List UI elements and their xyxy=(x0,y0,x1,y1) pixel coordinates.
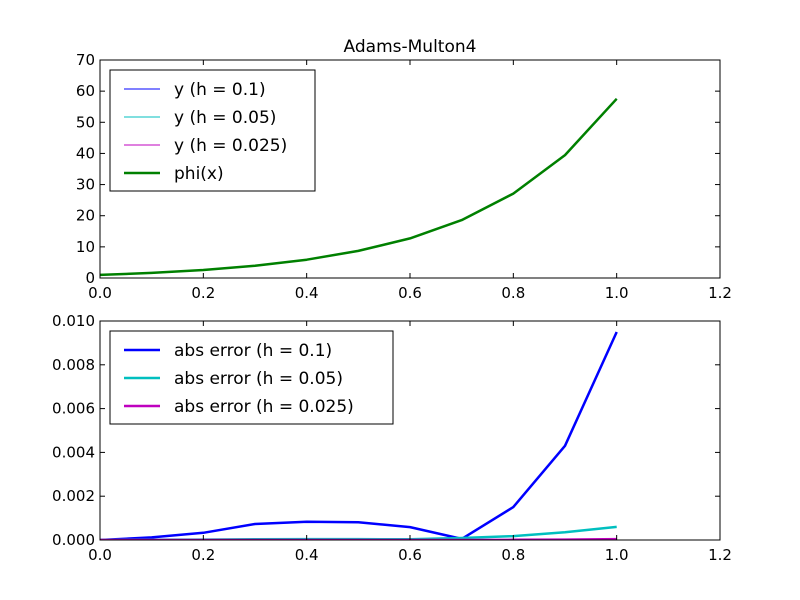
solution-plot: Adams-Multon4 0.0 0.2 0.4 0.6 0.8 1.0 1.2 0 10 20… xyxy=(76,37,732,302)
y-tick-label: 40 xyxy=(76,144,95,162)
x-tick-label: 0.4 xyxy=(295,284,319,302)
x-tick-label: 0.2 xyxy=(191,284,215,302)
y-tick-label: 0.000 xyxy=(52,531,95,549)
y-tick-label: 0.002 xyxy=(52,487,95,505)
x-tick-label: 1.2 xyxy=(708,284,732,302)
y-tick-label: 50 xyxy=(76,113,95,131)
y-tick-label: 20 xyxy=(76,207,95,225)
solution-axes-frame xyxy=(99,59,721,279)
x-tick-label: 0.6 xyxy=(398,284,422,302)
error-axes-frame xyxy=(99,320,721,541)
solution-lines xyxy=(100,97,618,277)
y-tick-label: 60 xyxy=(76,82,95,100)
legend-label: abs error (h = 0.025) xyxy=(174,397,354,417)
legend-label: abs error (h = 0.1) xyxy=(174,341,332,361)
y-tick-label: 30 xyxy=(76,176,95,194)
legend-label: phi(x) xyxy=(174,164,224,184)
legend-box xyxy=(109,69,316,192)
y-tick-label: 0.008 xyxy=(52,356,95,374)
legend-label: y (h = 0.05) xyxy=(174,108,276,128)
error-plot: 0.0 0.2 0.4 0.6 0.8 1.0 1.2 0.000 0.002 0.004 0.00… xyxy=(52,312,732,564)
x-tick-label: 1.2 xyxy=(708,546,732,564)
x-tick-label: 0.0 xyxy=(88,284,112,302)
x-tick-label: 0.0 xyxy=(88,546,112,564)
legend-label: y (h = 0.025) xyxy=(174,136,287,156)
y-tick-label: 70 xyxy=(76,51,95,69)
series-line-4 xyxy=(100,97,618,277)
error-legend: abs error (h = 0.1) abs error (h = 0.05) a… xyxy=(109,330,394,425)
legend-label: y (h = 0.1) xyxy=(174,80,266,100)
x-tick-label: 0.8 xyxy=(501,284,525,302)
x-tick-label: 0.2 xyxy=(191,546,215,564)
legend-label: abs error (h = 0.05) xyxy=(174,369,343,389)
plot-title: Adams-Multon4 xyxy=(344,37,477,57)
x-tick-label: 1.0 xyxy=(605,284,629,302)
y-tick-label: 0.006 xyxy=(52,400,95,418)
y-tick-label: 0.004 xyxy=(52,443,95,461)
y-tick-label: 0.010 xyxy=(52,312,95,330)
x-tick-label: 0.6 xyxy=(398,546,422,564)
x-tick-label: 0.8 xyxy=(501,546,525,564)
solution-ticks: 0.0 0.2 0.4 0.6 0.8 1.0 1.2 0 10 20 30 40 50 60 70 xyxy=(76,51,732,302)
y-tick-label: 0 xyxy=(85,269,95,287)
x-tick-label: 0.4 xyxy=(295,546,319,564)
solution-legend: y (h = 0.1) y (h = 0.05) y (h = 0.025) phi(… xyxy=(109,69,316,192)
x-tick-label: 1.0 xyxy=(605,546,629,564)
series-line-1 xyxy=(100,331,618,540)
error-ticks: 0.0 0.2 0.4 0.6 0.8 1.0 1.2 0.000 0.002 0.004 0.00… xyxy=(52,312,732,564)
y-tick-label: 10 xyxy=(76,238,95,256)
